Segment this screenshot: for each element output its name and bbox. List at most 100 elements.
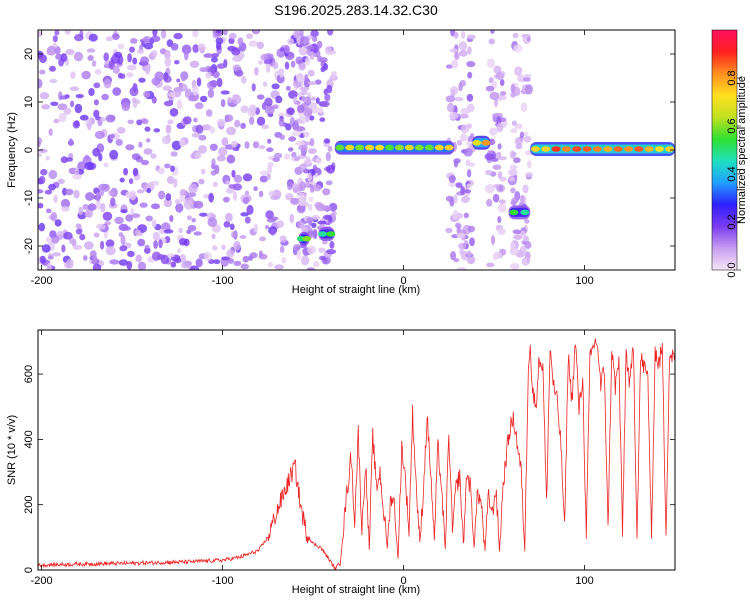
heatmap-cell <box>285 85 291 91</box>
heatmap-cell <box>301 96 308 103</box>
heatmap-cell <box>272 61 279 70</box>
heatmap-cell <box>38 31 43 38</box>
heatmap-cell <box>225 212 233 222</box>
heatmap-cell <box>104 221 111 226</box>
heatmap-cell <box>265 63 271 73</box>
heatmap-cell <box>158 190 166 200</box>
heatmap-cell <box>318 106 324 115</box>
heatmap-cell <box>209 80 218 87</box>
heatmap-cell <box>270 229 276 236</box>
spectrogram-y-ticks: -20 -10 0 10 20 <box>23 48 675 254</box>
heatmap-cell <box>307 245 317 255</box>
heatmap-cell <box>151 203 160 210</box>
heatmap-cell <box>198 134 207 141</box>
heatmap-peak <box>404 144 414 151</box>
heatmap-cell <box>314 79 322 85</box>
heatmap-cell <box>526 37 531 42</box>
x-tick-label: -100 <box>212 575 234 587</box>
heatmap-cell <box>317 55 322 62</box>
heatmap-cell <box>88 33 98 42</box>
heatmap-cell <box>286 107 295 115</box>
heatmap-cell <box>137 261 147 270</box>
y-tick-label: -10 <box>23 190 35 206</box>
heatmap-cell <box>93 109 100 118</box>
heatmap-cell <box>170 151 178 157</box>
heatmap-cell <box>138 141 143 148</box>
heatmap-cell <box>65 48 75 56</box>
heatmap-cell <box>295 82 302 88</box>
heatmap-cell <box>70 71 76 79</box>
heatmap-cell <box>306 156 311 163</box>
heatmap-cell <box>196 77 202 87</box>
heatmap-cell <box>525 88 530 95</box>
heatmap-cell <box>253 223 258 233</box>
heatmap-cell <box>110 197 116 207</box>
heatmap-cell <box>174 257 182 264</box>
y-tick-label: 10 <box>23 96 35 108</box>
heatmap-cell <box>175 203 184 213</box>
heatmap-cell <box>466 255 476 265</box>
heatmap-cell <box>38 148 48 153</box>
heatmap-cell <box>151 77 161 86</box>
heatmap-cell <box>173 32 183 40</box>
heatmap-cell <box>125 144 135 151</box>
heatmap-cell <box>150 153 157 159</box>
heatmap-cell <box>466 34 476 40</box>
heatmap-cell <box>174 60 180 65</box>
heatmap-cell <box>221 256 231 261</box>
heatmap-cell <box>91 60 97 67</box>
spectrogram-image <box>38 30 675 270</box>
heatmap-cell <box>248 116 255 125</box>
heatmap-cell <box>208 192 214 203</box>
heatmap-peak <box>603 146 613 152</box>
heatmap-cell <box>183 116 192 125</box>
heatmap-cell <box>158 167 165 175</box>
heatmap-cell <box>211 233 216 240</box>
heatmap-cell <box>453 194 458 204</box>
heatmap-cell <box>136 119 143 126</box>
heatmap-cell <box>57 103 68 111</box>
heatmap-cell <box>267 262 274 268</box>
heatmap-cell <box>266 147 274 152</box>
heatmap-cell <box>153 240 159 249</box>
heatmap-cell <box>226 249 235 258</box>
heatmap-cell <box>268 190 276 197</box>
heatmap-cell <box>492 164 502 170</box>
heatmap-cell <box>463 148 473 157</box>
heatmap-cell <box>240 263 249 270</box>
heatmap-cell <box>306 45 315 50</box>
heatmap-cell <box>170 261 177 268</box>
heatmap-cell <box>224 114 234 122</box>
heatmap-cell <box>170 165 175 172</box>
heatmap-cell <box>234 119 241 128</box>
heatmap-cell <box>192 44 199 53</box>
heatmap-cell <box>310 186 315 193</box>
heatmap-cell <box>63 231 73 240</box>
heatmap-cell <box>170 43 179 51</box>
heatmap-cell <box>87 55 94 61</box>
heatmap-cell <box>169 215 174 222</box>
heatmap-cell <box>45 156 50 161</box>
heatmap-cell <box>205 109 213 117</box>
heatmap-cell <box>178 238 188 246</box>
heatmap-cell <box>498 95 507 101</box>
heatmap-cell <box>132 57 138 65</box>
heatmap-cell <box>120 73 126 79</box>
heatmap-cell <box>292 244 302 251</box>
heatmap-cell <box>164 49 171 60</box>
heatmap-cell <box>312 229 318 240</box>
heatmap-cell <box>305 181 310 187</box>
heatmap-cell <box>252 141 260 149</box>
heatmap-cell <box>48 169 58 180</box>
heatmap-cell <box>120 234 126 245</box>
heatmap-cell <box>240 105 249 113</box>
heatmap-cell <box>38 202 44 209</box>
heatmap-cell <box>275 95 283 104</box>
snr-line <box>38 338 675 570</box>
heatmap-cell <box>221 137 229 147</box>
heatmap-cell <box>136 49 145 54</box>
heatmap-cell <box>141 118 149 125</box>
heatmap-cell <box>456 267 467 270</box>
heatmap-cell <box>324 93 331 102</box>
